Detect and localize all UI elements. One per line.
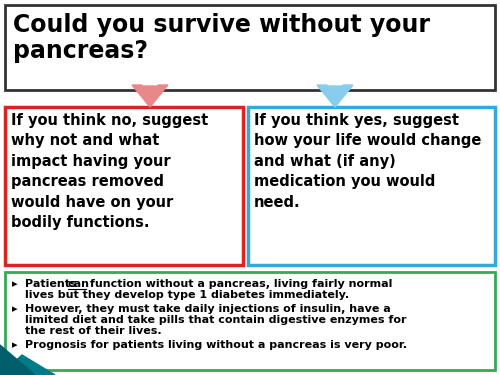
Text: ▸: ▸ [12, 304, 18, 314]
Text: If you think yes, suggest
how your life would change
and what (if any)
medicatio: If you think yes, suggest how your life … [254, 113, 482, 210]
Text: can: can [68, 279, 90, 289]
Text: If you think no, suggest
why not and what
impact having your
pancreas removed
wo: If you think no, suggest why not and wha… [11, 113, 208, 230]
Polygon shape [0, 345, 35, 375]
Text: function without a pancreas, living fairly normal: function without a pancreas, living fair… [86, 279, 392, 289]
Text: pancreas?: pancreas? [13, 39, 148, 63]
Polygon shape [317, 85, 353, 107]
Text: lives but they develop type 1 diabetes immediately.: lives but they develop type 1 diabetes i… [25, 290, 349, 300]
Text: Could you survive without your: Could you survive without your [13, 13, 430, 37]
Text: Prognosis for patients living without a pancreas is very poor.: Prognosis for patients living without a … [25, 340, 407, 350]
Text: the rest of their lives.: the rest of their lives. [25, 326, 162, 336]
Bar [5, 272, 495, 370]
Text: Patients: Patients [25, 279, 80, 289]
Bar [5, 5, 495, 90]
Bar [5, 107, 243, 265]
Polygon shape [0, 355, 55, 375]
Text: ▸: ▸ [12, 279, 18, 289]
Bar [248, 107, 495, 265]
Text: However, they must take daily injections of insulin, have a: However, they must take daily injections… [25, 304, 391, 314]
Text: ▸: ▸ [12, 340, 18, 350]
Text: limited diet and take pills that contain digestive enzymes for: limited diet and take pills that contain… [25, 315, 406, 325]
Polygon shape [132, 85, 168, 107]
